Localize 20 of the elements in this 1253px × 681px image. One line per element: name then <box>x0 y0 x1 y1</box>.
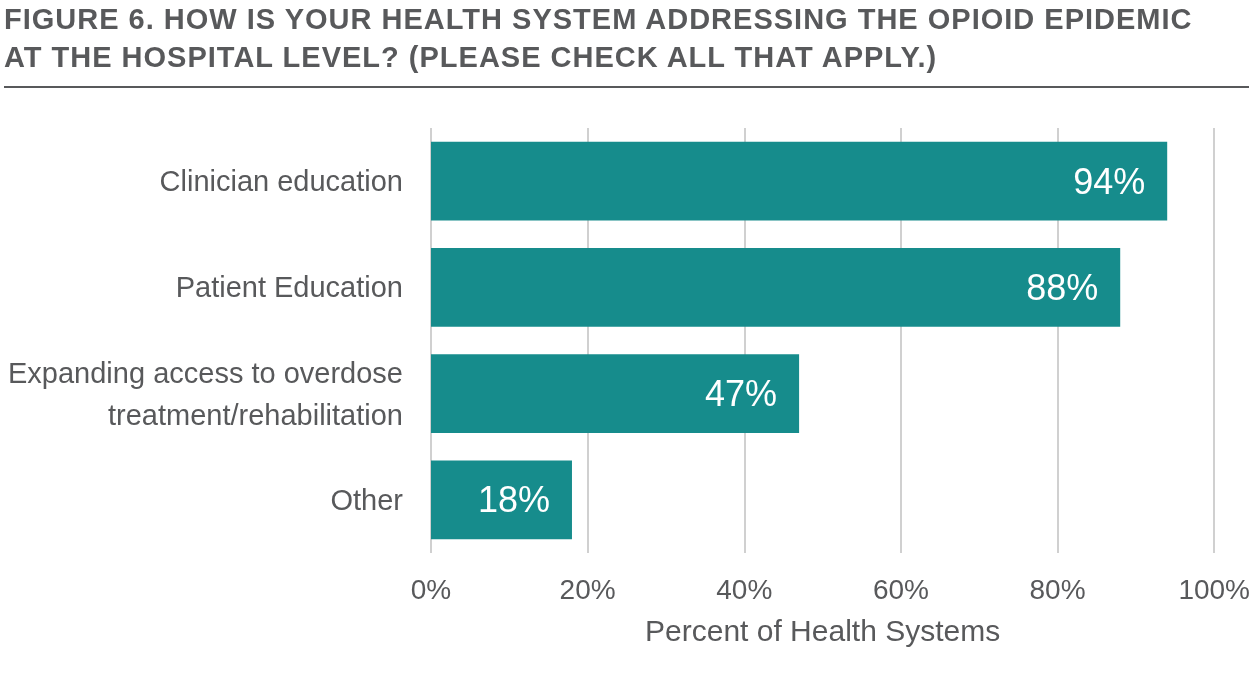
y-tick-label: Expanding access to overdose treatment/rehabilitation <box>8 356 403 431</box>
y-tick-label: Clinician education <box>159 165 403 198</box>
y-tick-label: Patient Education <box>175 271 403 304</box>
x-tick-label: 100% <box>1178 573 1251 605</box>
data-label: 94% <box>1073 160 1146 202</box>
bar <box>431 141 1168 221</box>
bar <box>431 460 572 540</box>
bar <box>431 354 800 433</box>
chart-title: FIGURE 6. HOW IS YOUR HEALTH SYSTEM ADDRESSING THE OPIOID EPIDEMIC AT THE HOSPITAL LEVEL? (PLEASE CHECK ALL THAT APPLY.) <box>4 0 1249 88</box>
y-tick-label: Other <box>330 483 404 516</box>
x-tick-label: 0% <box>410 573 452 605</box>
data-label: 18% <box>477 479 550 521</box>
x-tick-label: 80% <box>1029 573 1086 605</box>
x-tick-label: 20% <box>559 573 616 605</box>
x-tick-label: 40% <box>716 573 773 605</box>
bar <box>431 248 1121 327</box>
x-axis-title: Percent of Health Systems <box>645 613 1001 647</box>
data-label: 88% <box>1026 266 1099 308</box>
data-label: 47% <box>705 373 778 415</box>
x-tick-label: 60% <box>872 573 929 605</box>
